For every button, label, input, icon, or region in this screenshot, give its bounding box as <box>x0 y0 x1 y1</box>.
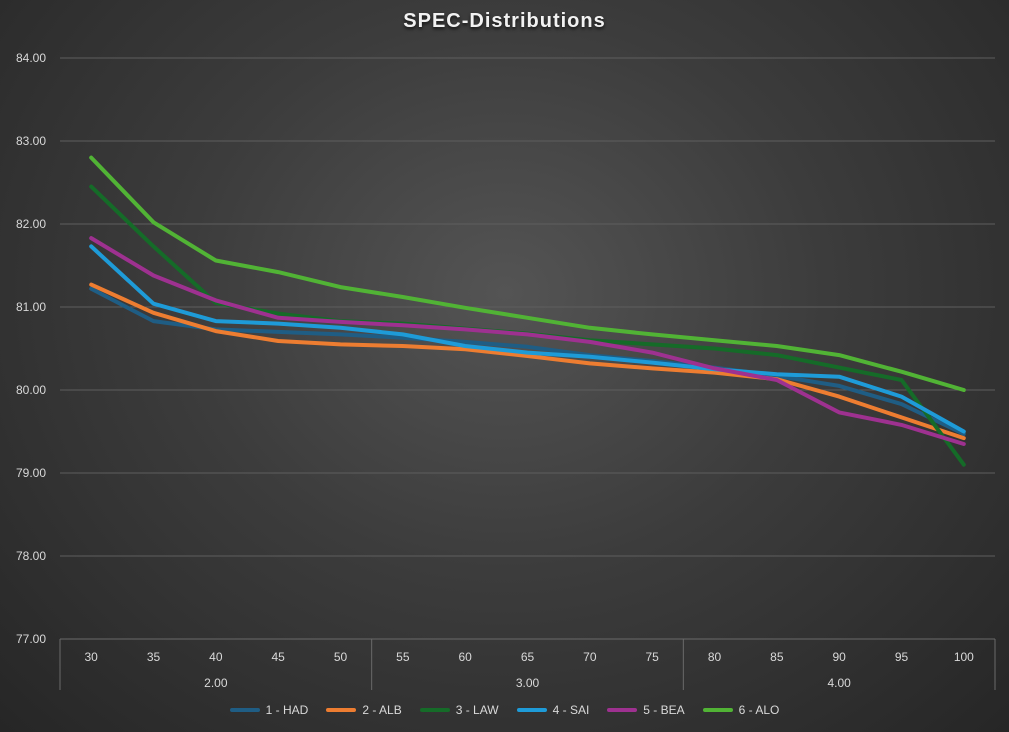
x-tick-label: 30 <box>84 650 98 664</box>
x-tick-label: 70 <box>583 650 597 664</box>
legend-label: 1 - HAD <box>265 703 309 717</box>
y-tick-label: 80.00 <box>16 383 46 397</box>
line-chart: 77.00 78.00 79.00 80.00 81.00 82.00 83.00 84.00… <box>16 51 996 690</box>
series-line-6-alo <box>89 155 966 392</box>
legend-item: 3 - LAW <box>419 703 499 717</box>
x-tick-label: 40 <box>209 650 223 664</box>
legend-label: 6 - ALO <box>738 703 780 717</box>
y-tick-label: 77.00 <box>16 632 46 646</box>
x-tick-label: 45 <box>271 650 285 664</box>
legend-label: 2 - ALB <box>362 703 402 717</box>
legend-item: 5 - BEA <box>607 703 685 717</box>
legend: 1 - HAD 2 - ALB 3 - LAW 4 - SAI 5 - BEA 6 - A… <box>0 703 1009 717</box>
y-tick-label: 83.00 <box>16 134 46 148</box>
x-tick-label: 55 <box>396 650 410 664</box>
series-line-4-sai <box>89 244 966 434</box>
legend-item: 1 - HAD <box>229 703 309 717</box>
x-group-label: 3.00 <box>516 676 540 690</box>
y-tick-label: 82.00 <box>16 217 46 231</box>
series-line-3-law <box>89 184 966 467</box>
legend-label: 4 - SAI <box>552 703 590 717</box>
legend-label: 5 - BEA <box>643 703 685 717</box>
x-tick-label: 50 <box>334 650 348 664</box>
legend-swatch <box>516 708 547 712</box>
series-line-1-had <box>89 286 966 436</box>
legend-swatch <box>419 708 450 712</box>
chart-title: SPEC-Distributions <box>403 10 606 32</box>
series-line-5-bea <box>89 236 966 446</box>
y-tick-label: 79.00 <box>16 466 46 480</box>
x-group-label: 2.00 <box>204 676 228 690</box>
legend-label: 3 - LAW <box>455 703 499 717</box>
legend-swatch <box>702 708 733 712</box>
x-tick-label: 85 <box>770 650 784 664</box>
x-tick-label: 65 <box>521 650 535 664</box>
legend-item: 6 - ALO <box>702 703 780 717</box>
legend-item: 4 - SAI <box>516 703 590 717</box>
legend-swatch <box>326 708 357 712</box>
x-tick-label: 75 <box>645 650 659 664</box>
y-tick-label: 78.00 <box>16 549 46 563</box>
y-tick-label: 84.00 <box>16 51 46 65</box>
legend-swatch <box>229 708 260 712</box>
x-tick-label: 100 <box>954 650 974 664</box>
x-tick-label: 90 <box>832 650 846 664</box>
x-tick-label: 60 <box>458 650 472 664</box>
x-tick-label: 80 <box>708 650 722 664</box>
x-tick-label: 95 <box>895 650 909 664</box>
legend-item: 2 - ALB <box>326 703 402 717</box>
x-tick-label: 35 <box>147 650 161 664</box>
series-line-2-alb <box>89 282 966 441</box>
x-group-label: 4.00 <box>827 676 851 690</box>
y-tick-label: 81.00 <box>16 300 46 314</box>
legend-swatch <box>607 708 638 712</box>
